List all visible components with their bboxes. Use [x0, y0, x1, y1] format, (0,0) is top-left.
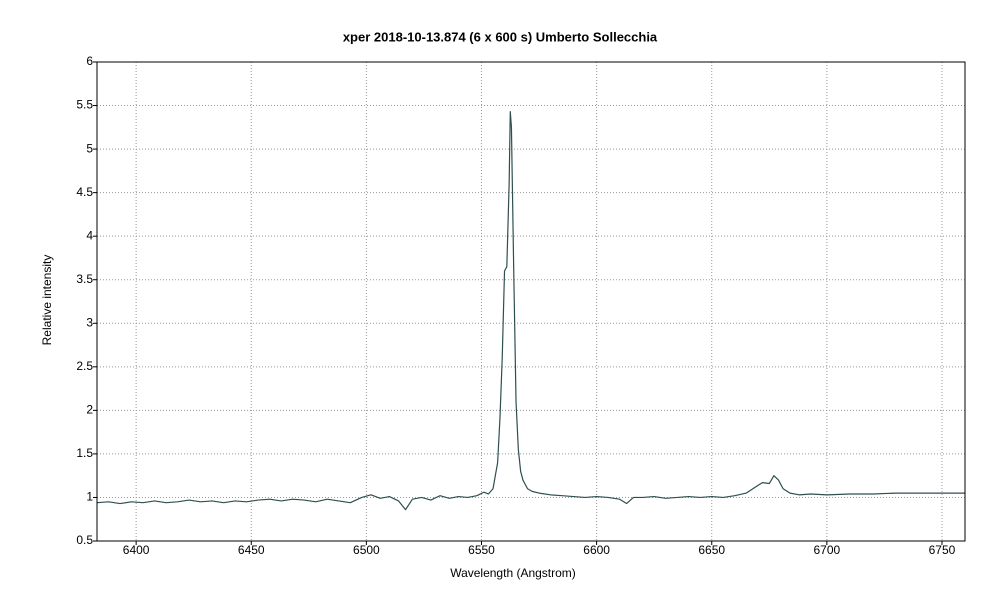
y-tick-label: 1.5 — [76, 446, 93, 460]
x-tick-label: 6550 — [468, 543, 495, 557]
spectrum-line — [96, 111, 965, 511]
y-tick-label: 0.5 — [76, 533, 93, 547]
x-axis-label: Wavelength (Angstrom) — [450, 566, 576, 580]
y-tick-label: 5.5 — [76, 98, 93, 112]
x-tick-label: 6400 — [123, 543, 150, 557]
y-tick-label: 3.5 — [76, 272, 93, 286]
chart-title: xper 2018-10-13.874 (6 x 600 s) Umberto … — [343, 29, 658, 44]
x-tick-label: 6450 — [238, 543, 265, 557]
y-tick-label: 2.5 — [76, 359, 93, 373]
x-tick-label: 6650 — [698, 543, 725, 557]
x-tick-label: 6700 — [814, 543, 841, 557]
y-tick-label: 2 — [86, 403, 93, 417]
x-tick-label: 6750 — [929, 543, 956, 557]
y-tick-label: 1 — [86, 490, 93, 504]
x-tick-label: 6500 — [353, 543, 380, 557]
y-axis-label: Relative intensity — [40, 255, 54, 346]
plot-frame — [96, 61, 966, 542]
y-tick-label: 3 — [86, 315, 93, 329]
y-tick-label: 5 — [86, 141, 93, 155]
y-tick-label: 4.5 — [76, 185, 93, 199]
y-tick-label: 4 — [86, 228, 93, 242]
x-tick-label: 6600 — [583, 543, 610, 557]
y-tick-label: 6 — [86, 54, 93, 68]
